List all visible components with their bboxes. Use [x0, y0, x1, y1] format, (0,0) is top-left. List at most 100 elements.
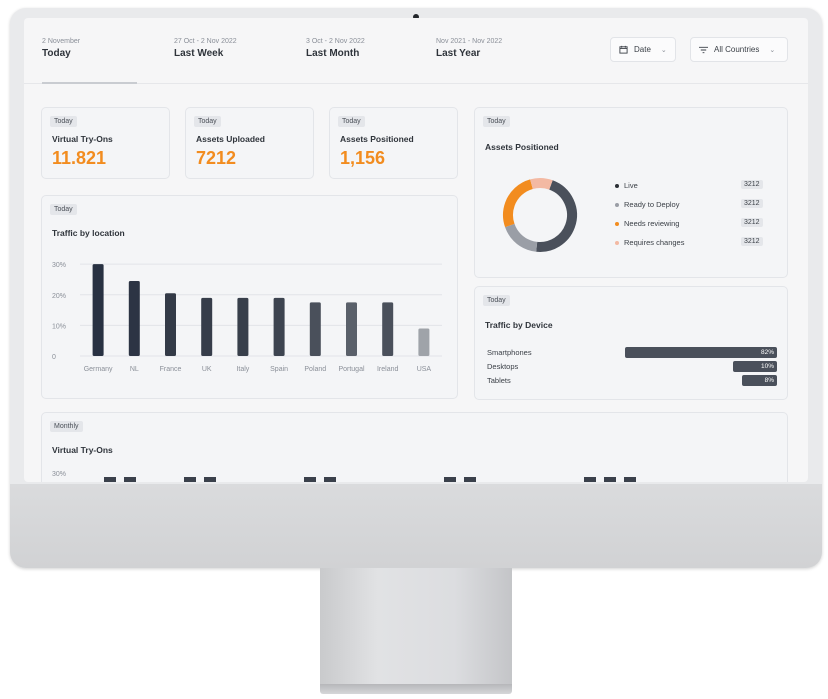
period-badge: Today: [483, 295, 510, 306]
bar: [104, 477, 116, 482]
kpi-value: 7212: [196, 148, 237, 168]
x-tick-label: Ireland: [377, 366, 399, 373]
bar: [204, 477, 216, 482]
monthly-try-ons-card: Monthly Virtual Try-Ons 30%: [41, 412, 788, 482]
date-filter-dropdown[interactable]: Date ⌄: [610, 37, 676, 62]
legend-label: Requires changes: [624, 238, 685, 247]
legend-dot: [615, 202, 619, 207]
donut-slice-ready-to-deploy: [503, 178, 577, 252]
bar-germany: [92, 264, 104, 356]
donut-slice-requires-changes: [503, 178, 577, 252]
x-tick-label: NL: [130, 366, 139, 373]
assets-positioned-card: Today Assets Positioned Live 3212 Ready …: [474, 107, 788, 278]
bar: [444, 477, 456, 482]
legend-dot: [615, 221, 619, 226]
x-tick-label: Spain: [270, 366, 288, 373]
bar-uk: [201, 297, 213, 356]
x-tick-label: Portugal: [338, 366, 365, 373]
card-title: Assets Positioned: [485, 142, 559, 152]
bar: [464, 477, 476, 482]
device-value: 8%: [764, 377, 774, 384]
date-filter-label: Date: [634, 45, 651, 54]
tab-last-week-label: Last Week: [174, 48, 224, 59]
screen-bezel: 2 November Today 27 Oct - 2 Nov 2022 Las…: [24, 18, 808, 482]
country-filter-dropdown[interactable]: All Countries ⌄: [690, 37, 788, 62]
tab-today[interactable]: 2 November Today: [42, 38, 80, 59]
kpi-card-assets-positioned: Today Assets Positioned 1,156: [329, 107, 458, 179]
bar: [604, 477, 616, 482]
active-tab-indicator: [42, 82, 137, 84]
tab-last-month[interactable]: 3 Oct - 2 Nov 2022 Last Month: [306, 38, 365, 59]
card-title: Traffic by Device: [485, 320, 553, 330]
bar-nl: [128, 280, 140, 356]
chevron-down-icon: ⌄: [660, 46, 667, 54]
bar-poland: [309, 302, 321, 356]
period-badge: Today: [50, 116, 77, 127]
bar: [124, 477, 136, 482]
period-badge: Today: [338, 116, 365, 127]
device-bar: 10%: [732, 361, 777, 372]
legend-label: Ready to Deploy: [624, 200, 680, 209]
kpi-title: Virtual Try-Ons: [52, 134, 113, 144]
bar-portugal: [346, 302, 357, 356]
y-tick-label: 20%: [52, 293, 66, 300]
kpi-value: 11.821: [52, 148, 107, 168]
legend-value: 3212: [741, 199, 763, 208]
legend-value: 3212: [741, 180, 763, 189]
device-value: 82%: [760, 349, 774, 356]
kpi-card-assets-uploaded: Today Assets Uploaded 7212: [185, 107, 314, 179]
bar-spain: [273, 297, 285, 356]
dashboard-screen: 2 November Today 27 Oct - 2 Nov 2022 Las…: [24, 18, 808, 482]
monitor-stand-foot: [320, 684, 512, 694]
tab-today-label: Today: [42, 48, 71, 59]
camera-dot: [413, 14, 419, 20]
legend-item-requires-changes: Requires changes: [615, 238, 684, 247]
period-badge: Today: [50, 204, 77, 215]
assets-donut-chart: [503, 178, 577, 252]
device-bar: 8%: [741, 375, 777, 386]
donut-slice-needs-reviewing: [503, 178, 577, 252]
device-value: 10%: [760, 363, 774, 370]
y-tick-label: 0: [52, 354, 56, 361]
monitor-frame: 2 November Today 27 Oct - 2 Nov 2022 Las…: [10, 8, 822, 568]
country-filter-label: All Countries: [714, 45, 760, 54]
tab-last-week-range: 27 Oct - 2 Nov 2022: [174, 38, 237, 45]
monitor-stand: [320, 568, 512, 686]
bar-ireland: [382, 302, 394, 356]
device-bar: 82%: [625, 347, 777, 358]
bar: [304, 477, 316, 482]
bar: [584, 477, 596, 482]
legend-dot: [615, 183, 619, 188]
y-tick-label: 30%: [52, 471, 67, 478]
bar: [624, 477, 636, 482]
y-tick-label: 10%: [52, 323, 66, 330]
x-tick-label: USA: [417, 366, 432, 373]
tab-last-year[interactable]: Nov 2021 - Nov 2022 Last Year: [436, 38, 502, 59]
legend-item-needs-reviewing: Needs reviewing: [615, 219, 679, 228]
legend-item-live: Live: [615, 181, 638, 190]
bar: [324, 477, 336, 482]
y-tick-label: 30%: [52, 262, 66, 269]
period-badge: Monthly: [50, 421, 83, 432]
tab-last-year-label: Last Year: [436, 48, 481, 59]
traffic-by-device-card: Today Traffic by Device Smartphones 82% …: [474, 286, 788, 400]
tab-last-week[interactable]: 27 Oct - 2 Nov 2022 Last Week: [174, 38, 237, 59]
bar-italy: [237, 297, 249, 356]
kpi-card-virtual-try-ons: Today Virtual Try-Ons 11.821: [41, 107, 170, 179]
legend-dot: [615, 240, 619, 245]
kpi-title: Assets Uploaded: [196, 134, 265, 144]
bar-usa: [418, 328, 430, 356]
legend-label: Needs reviewing: [624, 219, 680, 228]
x-tick-label: Germany: [84, 366, 113, 373]
x-tick-label: UK: [202, 366, 212, 373]
device-label: Desktops: [487, 362, 519, 371]
device-label: Smartphones: [487, 348, 532, 357]
tab-last-month-range: 3 Oct - 2 Nov 2022: [306, 38, 365, 45]
calendar-icon: [619, 45, 628, 54]
x-tick-label: Italy: [236, 366, 249, 373]
date-range-tabs: 2 November Today 27 Oct - 2 Nov 2022 Las…: [24, 18, 808, 84]
traffic-bar-chart: 30% 20% 10% 0 Germany NL France UK Italy Spain Pol…: [52, 262, 442, 373]
chevron-down-icon: ⌄: [769, 46, 776, 54]
filter-icon: [699, 46, 708, 53]
tab-last-month-label: Last Month: [306, 48, 360, 59]
